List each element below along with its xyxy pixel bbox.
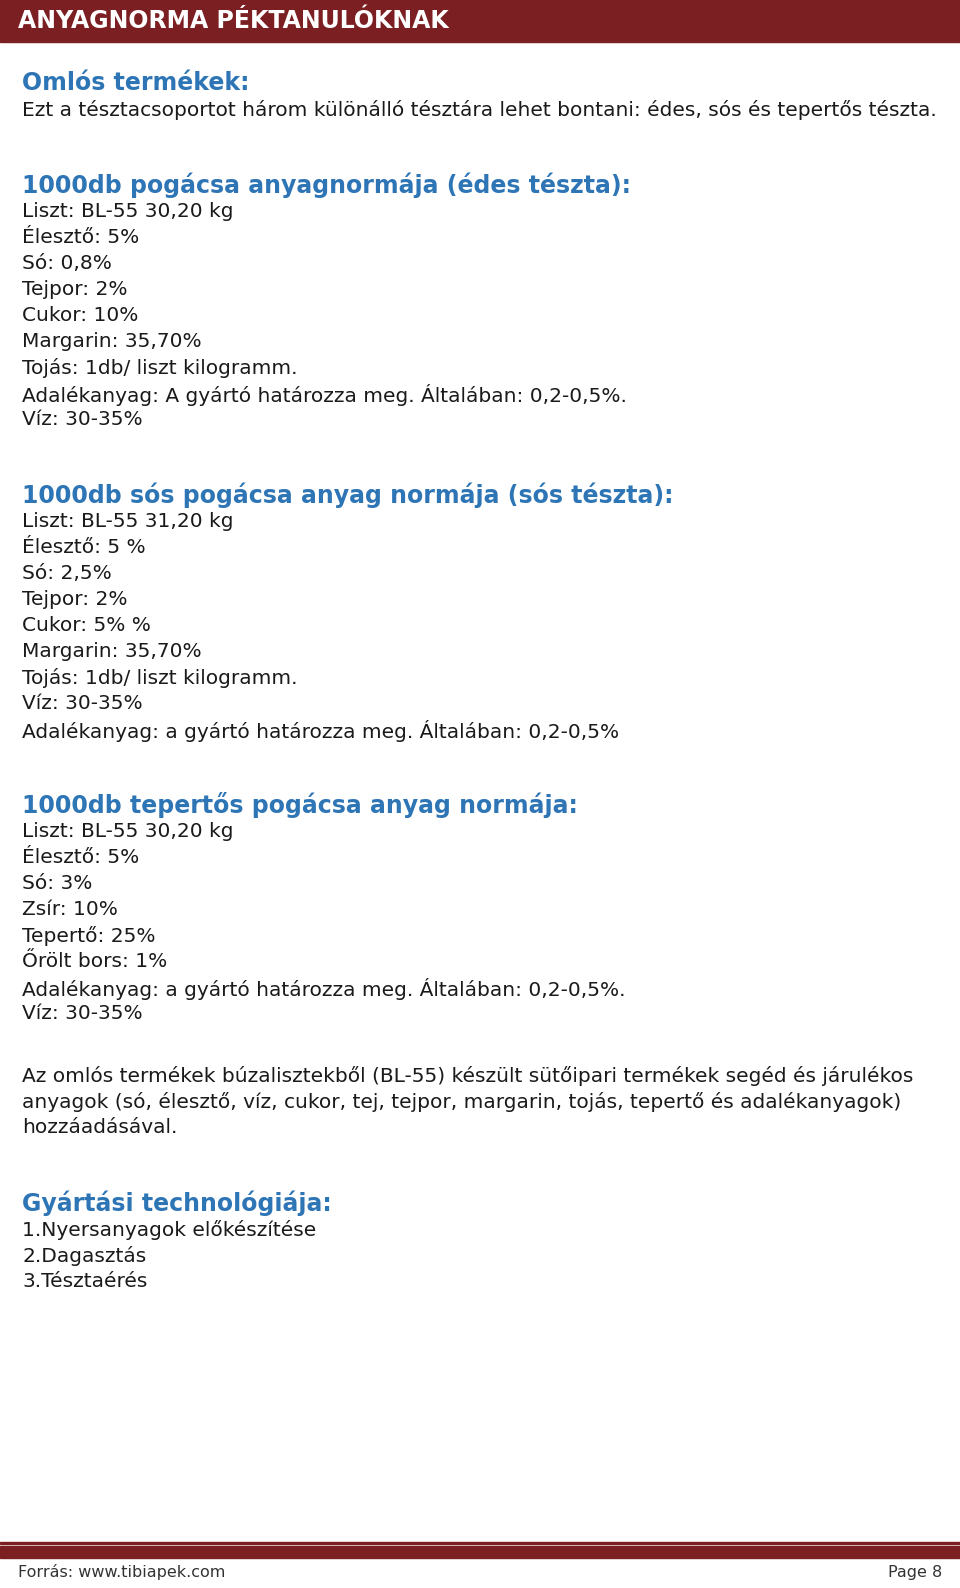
Text: Só: 0,8%: Só: 0,8%	[22, 254, 112, 273]
Text: Só: 3%: Só: 3%	[22, 873, 92, 892]
Text: Őrölt bors: 1%: Őrölt bors: 1%	[22, 951, 167, 970]
Text: Élesztő: 5%: Élesztő: 5%	[22, 848, 139, 867]
Text: Adalékanyag: a gyártó határozza meg. Általában: 0,2-0,5%.: Adalékanyag: a gyártó határozza meg. Ált…	[22, 978, 626, 1000]
Text: 1000db sós pogácsa anyag normája (sós tészta):: 1000db sós pogácsa anyag normája (sós té…	[22, 483, 674, 508]
Text: Liszt: BL-55 30,20 kg: Liszt: BL-55 30,20 kg	[22, 823, 233, 842]
Text: Tejpor: 2%: Tejpor: 2%	[22, 279, 128, 299]
Text: Margarin: 35,70%: Margarin: 35,70%	[22, 332, 202, 351]
Text: 3.Tésztaérés: 3.Tésztaérés	[22, 1272, 148, 1291]
Text: Cukor: 5% %: Cukor: 5% %	[22, 616, 151, 635]
Bar	[0, 1547, 960, 1558]
Text: 1.Nyersanyagok előkészítése: 1.Nyersanyagok előkészítése	[22, 1220, 316, 1240]
Text: Adalékanyag: A gyártó határozza meg. Általában: 0,2-0,5%.: Adalékanyag: A gyártó határozza meg. Ált…	[22, 384, 627, 407]
Text: hozzáadásával.: hozzáadásával.	[22, 1118, 178, 1137]
Text: Az omlós termékek búzalisztekből (BL-55) készült sütőipari termékek segéd és jár: Az omlós termékek búzalisztekből (BL-55)…	[22, 1066, 913, 1086]
Text: Élesztő: 5 %: Élesztő: 5 %	[22, 538, 146, 557]
Bar	[0, 0, 960, 41]
Text: Só: 2,5%: Só: 2,5%	[22, 564, 111, 583]
Text: Forrás: www.tibiapek.com: Forrás: www.tibiapek.com	[18, 1564, 226, 1580]
Text: Tojás: 1db/ liszt kilogramm.: Tojás: 1db/ liszt kilogramm.	[22, 357, 298, 378]
Text: Gyártási technológiája:: Gyártási technológiája:	[22, 1191, 332, 1216]
Text: Omlós termékek:: Omlós termékek:	[22, 70, 250, 95]
Bar	[0, 1542, 960, 1544]
Text: Élesztő: 5%: Élesztő: 5%	[22, 229, 139, 248]
Text: Margarin: 35,70%: Margarin: 35,70%	[22, 642, 202, 661]
Text: Víz: 30-35%: Víz: 30-35%	[22, 1004, 143, 1023]
Text: 2.Dagasztás: 2.Dagasztás	[22, 1247, 146, 1266]
Text: ANYAGNORMA PÉKTANULÓKNAK: ANYAGNORMA PÉKTANULÓKNAK	[18, 10, 448, 33]
Text: Tepertő: 25%: Tepertő: 25%	[22, 926, 156, 946]
Text: 1000db tepertős pogácsa anyag normája:: 1000db tepertős pogácsa anyag normája:	[22, 792, 578, 818]
Text: Liszt: BL-55 30,20 kg: Liszt: BL-55 30,20 kg	[22, 202, 233, 221]
Text: Tojás: 1db/ liszt kilogramm.: Tojás: 1db/ liszt kilogramm.	[22, 669, 298, 688]
Text: anyagok (só, élesztő, víz, cukor, tej, tejpor, margarin, tojás, tepertő és adalé: anyagok (só, élesztő, víz, cukor, tej, t…	[22, 1093, 901, 1112]
Text: Adalékanyag: a gyártó határozza meg. Általában: 0,2-0,5%: Adalékanyag: a gyártó határozza meg. Ált…	[22, 719, 619, 742]
Text: Tejpor: 2%: Tejpor: 2%	[22, 591, 128, 610]
Text: Cukor: 10%: Cukor: 10%	[22, 306, 138, 326]
Text: Víz: 30-35%: Víz: 30-35%	[22, 410, 143, 429]
Text: Zsír: 10%: Zsír: 10%	[22, 900, 118, 919]
Text: Víz: 30-35%: Víz: 30-35%	[22, 694, 143, 713]
Text: 1000db pogácsa anyagnormája (édes tészta):: 1000db pogácsa anyagnormája (édes tészta…	[22, 173, 631, 198]
Text: Ezt a tésztacsoportot három különálló tésztára lehet bontani: édes, sós és teper: Ezt a tésztacsoportot három különálló té…	[22, 100, 937, 121]
Text: Liszt: BL-55 31,20 kg: Liszt: BL-55 31,20 kg	[22, 511, 233, 530]
Text: Page 8: Page 8	[888, 1564, 942, 1580]
